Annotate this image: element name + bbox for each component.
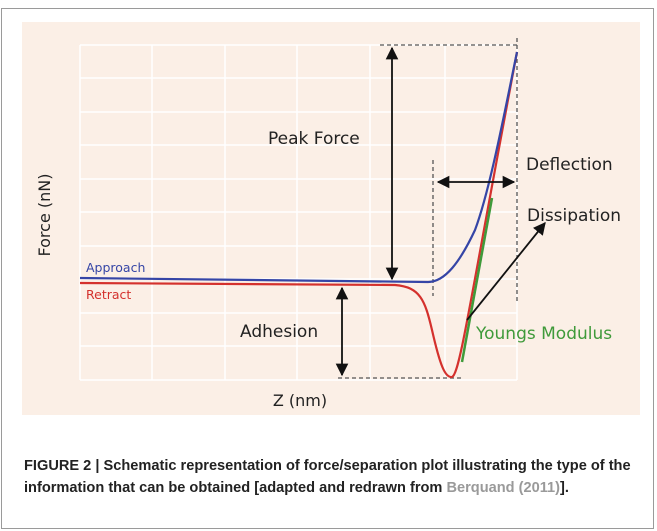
peak-force-label: Peak Force <box>268 129 360 149</box>
adhesion-label: Adhesion <box>240 322 318 342</box>
plot-background <box>22 22 640 415</box>
y-axis-label: Force (nN) <box>35 174 54 257</box>
grid <box>79 44 518 381</box>
retract-label: Retract <box>86 287 131 302</box>
diagram: Force (nN) Z (nm) Approach Retract Peak … <box>22 22 640 415</box>
x-axis-label: Z (nm) <box>273 391 327 410</box>
retract-curve <box>79 51 519 379</box>
deflection-label: Deflection <box>526 155 613 175</box>
arrows <box>335 46 546 377</box>
figure-frame <box>1 8 654 529</box>
caption-end: ]. <box>560 480 569 496</box>
youngs-modulus-label: Youngs Modulus <box>475 324 612 344</box>
caption-text: FIGURE 2 | Schematic representation of f… <box>24 458 631 496</box>
approach-curve <box>79 51 519 284</box>
dissipation-label: Dissipation <box>527 206 621 226</box>
citation-link[interactable]: Berquand (2011) <box>446 480 560 496</box>
approach-label: Approach <box>86 260 145 275</box>
modulus-line <box>460 197 494 363</box>
caption: FIGURE 2 | Schematic representation of f… <box>24 455 644 499</box>
